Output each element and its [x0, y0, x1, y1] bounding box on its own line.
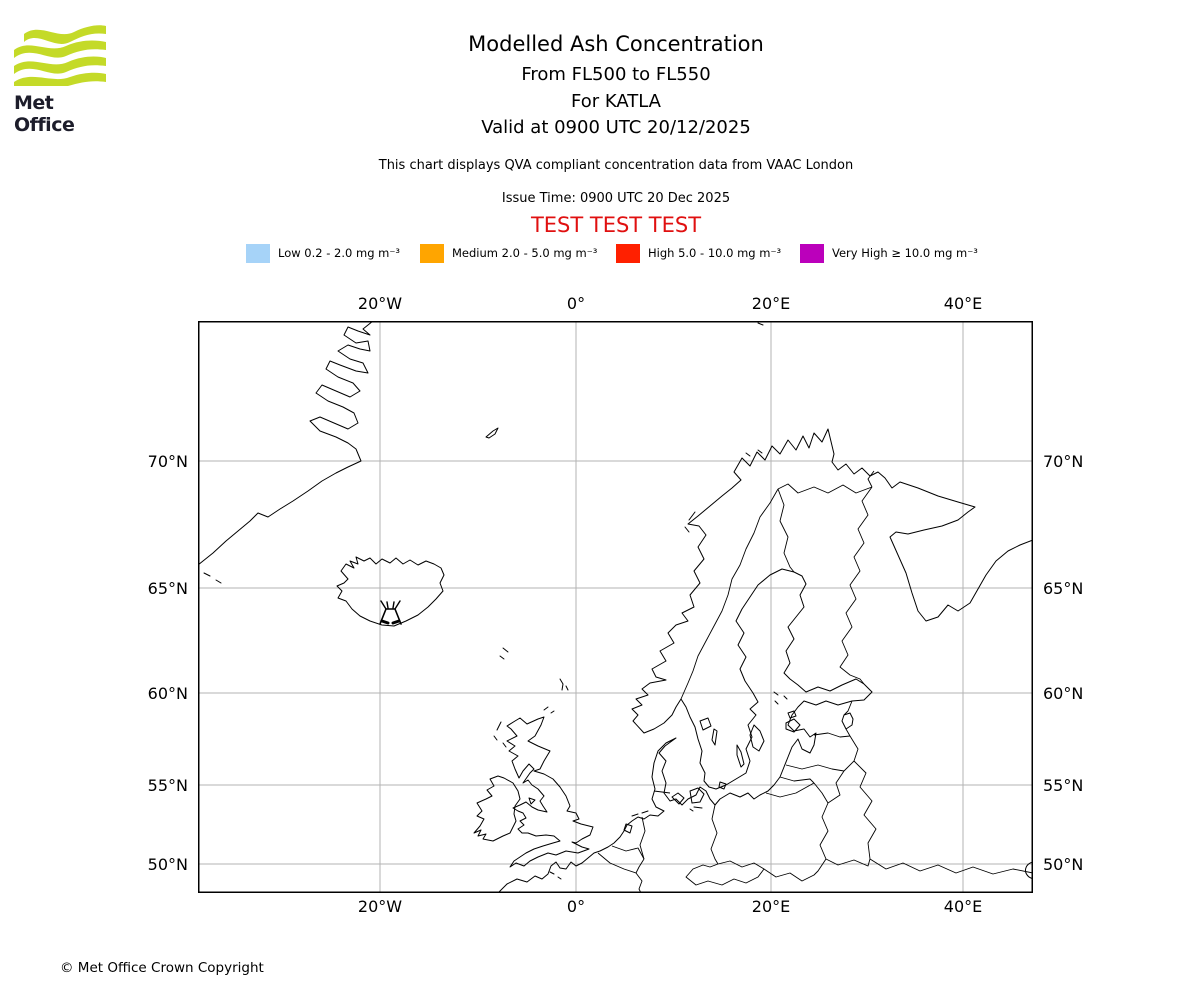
lat-label-right-70n: 70°N	[1043, 452, 1084, 471]
lat-label-right-55n: 55°N	[1043, 776, 1084, 795]
lon-label-bottom-40e: 40°E	[943, 897, 983, 916]
base-map	[197, 320, 1034, 894]
lon-label-top-20e: 20°E	[751, 294, 791, 313]
lon-label-bottom-20e: 20°E	[751, 897, 791, 916]
qva-disclaimer: This chart displays QVA compliant concen…	[378, 158, 854, 173]
met-office-logo: Met Office	[14, 20, 114, 136]
issue-time: Issue Time: 0900 UTC 20 Dec 2025	[501, 191, 731, 206]
legend-item-high: High 5.0 - 10.0 mg m⁻³	[616, 243, 781, 263]
lon-label-top-20w: 20°W	[357, 294, 403, 313]
legend-item-low: Low 0.2 - 2.0 mg m⁻³	[246, 243, 400, 263]
lat-label-left-55n: 55°N	[147, 776, 188, 795]
map-panel	[197, 320, 1034, 894]
lat-label-left-60n: 60°N	[147, 684, 188, 703]
volcano-icon	[379, 600, 402, 625]
volcano-line: For KATLA	[571, 91, 661, 112]
lat-label-left-70n: 70°N	[147, 452, 188, 471]
legend-item-medium: Medium 2.0 - 5.0 mg m⁻³	[420, 243, 597, 263]
legend-swatch-very-high	[800, 243, 824, 263]
map-border	[198, 321, 1033, 893]
page-title: Modelled Ash Concentration	[468, 32, 764, 56]
lat-label-right-65n: 65°N	[1043, 579, 1084, 598]
lat-label-left-50n: 50°N	[147, 855, 188, 874]
legend-label-very-high: Very High ≥ 10.0 mg m⁻³	[832, 246, 978, 260]
legend-label-low: Low 0.2 - 2.0 mg m⁻³	[278, 246, 401, 260]
valid-time-line: Valid at 0900 UTC 20/12/2025	[481, 117, 751, 138]
legend-swatch-low	[246, 243, 270, 263]
lon-label-bottom-20w: 20°W	[357, 897, 403, 916]
lon-label-bottom-0: 0°	[566, 897, 586, 916]
logo-wordmark: Met Office	[14, 92, 75, 136]
coastlines	[197, 320, 1034, 894]
legend-swatch-high	[616, 243, 640, 263]
country-borders	[597, 470, 1034, 894]
legend-label-medium: Medium 2.0 - 5.0 mg m⁻³	[452, 246, 598, 260]
graticule-grid	[198, 321, 1033, 893]
lon-label-top-0: 0°	[566, 294, 586, 313]
flight-level-line: From FL500 to FL550	[521, 64, 711, 85]
lon-label-top-40e: 40°E	[943, 294, 983, 313]
legend-item-very-high: Very High ≥ 10.0 mg m⁻³	[800, 243, 978, 263]
lat-label-right-60n: 60°N	[1043, 684, 1084, 703]
copyright-notice: © Met Office Crown Copyright	[60, 960, 264, 976]
met-office-waves-icon	[14, 25, 106, 86]
test-banner: TEST TEST TEST	[530, 213, 702, 237]
legend-swatch-medium	[420, 243, 444, 263]
lat-label-left-65n: 65°N	[147, 579, 188, 598]
legend-label-high: High 5.0 - 10.0 mg m⁻³	[648, 246, 782, 260]
lat-label-right-50n: 50°N	[1043, 855, 1084, 874]
